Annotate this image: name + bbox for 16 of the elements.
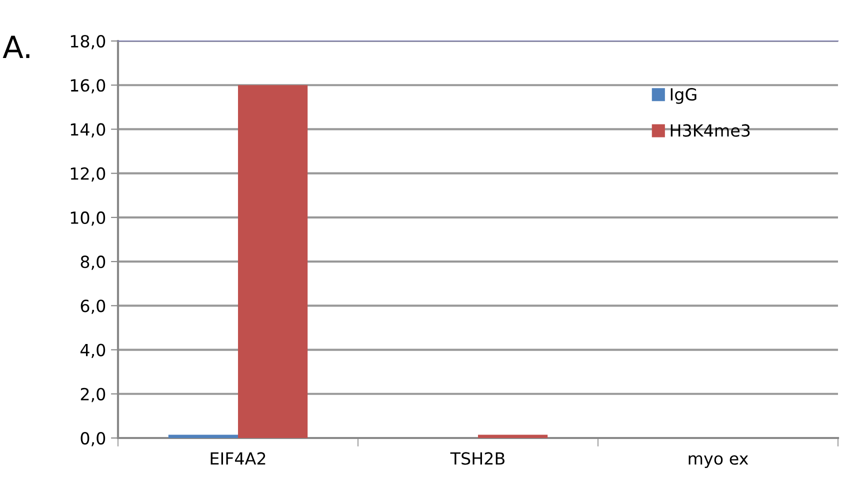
y-tick-label: 12,0	[70, 167, 106, 182]
x-tick-label: EIF4A2	[210, 452, 266, 465]
x-tick-label: myo ex	[688, 455, 748, 468]
y-tick-label: 14,0	[70, 123, 106, 138]
y-tick-label: 8,0	[80, 256, 106, 270]
x-tick-label: TSH2B	[450, 452, 504, 465]
y-tick-label: 10,0	[70, 211, 106, 226]
chart-title: A.	[2, 36, 30, 58]
legend-label: H3K4me3	[670, 124, 750, 137]
y-tick-label: 16,0	[70, 79, 106, 94]
y-tick-label: 0,0	[80, 432, 106, 446]
y-tick-label: 2,0	[80, 388, 106, 402]
y-tick-label: 4,0	[80, 344, 106, 358]
legend-label: IgG	[670, 88, 696, 104]
y-tick-label: 6,0	[80, 300, 106, 314]
y-tick-label: 18,0	[70, 34, 106, 50]
